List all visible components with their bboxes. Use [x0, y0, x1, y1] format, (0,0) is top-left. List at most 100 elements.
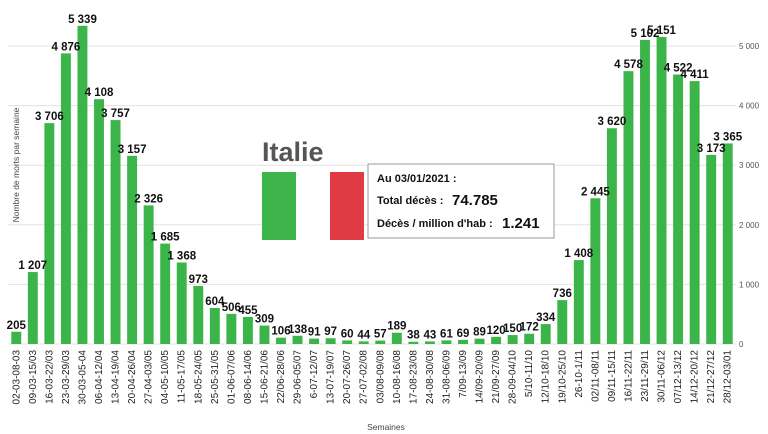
info-box: Au 03/01/2021 : Total décès : 74.785 Déc… — [367, 163, 555, 239]
data-label: 120 — [486, 325, 505, 337]
x-tick-label: 13-04-19/04 — [111, 350, 122, 404]
data-label: 3 706 — [35, 111, 64, 123]
info-total-label: Total décès : — [377, 195, 443, 207]
data-label: 3 173 — [697, 143, 726, 155]
data-label: 309 — [255, 314, 274, 326]
data-label: 106 — [271, 326, 290, 338]
flag-green-stripe — [262, 172, 296, 240]
x-tick-label: 30/11-06/12 — [657, 350, 668, 403]
x-tick-label: 19/10-25/10 — [557, 350, 568, 404]
x-tick-label: 08-06-14/06 — [243, 350, 254, 404]
bar — [424, 341, 435, 344]
bar — [309, 338, 320, 344]
bar — [507, 335, 518, 344]
x-tick-label: 27-04-03/05 — [144, 350, 155, 404]
bar — [143, 205, 154, 344]
bar — [77, 25, 88, 345]
x-axis-title: Semaines — [367, 422, 405, 432]
x-tick-label: 07/12-13/12 — [673, 350, 684, 404]
info-date: Au 03/01/2021 : — [377, 173, 457, 185]
x-tick-label: 29-06-05/07 — [293, 350, 304, 404]
x-tick-label: 14/09-20/09 — [475, 350, 486, 404]
x-tick-label: 02-03-08-03 — [11, 350, 22, 405]
bar — [540, 324, 551, 344]
x-tick-label: 28-09-04/10 — [508, 350, 519, 404]
data-label: 5 339 — [68, 14, 97, 26]
bar — [375, 340, 386, 344]
data-label: 736 — [553, 288, 572, 300]
x-tick-label: 09-03-15/03 — [28, 350, 39, 404]
data-label: 1 207 — [18, 260, 47, 272]
bar — [94, 99, 104, 344]
bar — [391, 332, 402, 344]
bar — [60, 53, 71, 344]
bar — [557, 300, 568, 344]
data-label: 4 411 — [681, 69, 710, 81]
bar — [325, 338, 336, 344]
bar — [689, 81, 700, 344]
data-label: 44 — [357, 329, 370, 341]
data-label: 4 108 — [85, 87, 114, 99]
x-tick-label: 24-08-30/08 — [425, 350, 436, 404]
data-label: 172 — [520, 322, 539, 334]
data-label: 61 — [440, 328, 453, 340]
x-tick-label: 17-08-23/08 — [408, 350, 419, 404]
data-label: 1 408 — [564, 248, 593, 260]
x-tick-label: 04-05-10/05 — [160, 350, 171, 404]
data-label: 1 368 — [167, 250, 196, 262]
bar — [623, 71, 634, 345]
data-label: 150 — [503, 323, 522, 335]
bar — [590, 198, 601, 344]
data-label: 5 151 — [647, 25, 676, 37]
info-box-frame — [367, 163, 555, 239]
x-tick-label: 6-07-12/07 — [309, 350, 320, 399]
x-tick-label: 7/09-13/09 — [458, 350, 469, 398]
bar — [27, 272, 38, 344]
bar — [44, 123, 55, 344]
data-label: 4 522 — [664, 62, 693, 74]
x-tick-label: 23-03-29/03 — [61, 350, 72, 404]
y-tick-label: 2 000 — [739, 221, 760, 230]
y-tick-label: 1 000 — [739, 280, 760, 289]
y-tick-label: 5 000 — [739, 42, 760, 51]
y-axis-title: Nombre de morts par semaine — [11, 107, 21, 222]
data-label: 5 102 — [631, 28, 660, 40]
x-tick-label: 27-07-02/08 — [359, 350, 370, 404]
x-tick-label: 12/10-18/10 — [541, 350, 552, 404]
bar — [573, 260, 584, 344]
data-label: 455 — [238, 305, 258, 317]
bar — [474, 338, 485, 344]
x-tick-label: 22/06-28/06 — [276, 350, 287, 404]
x-tick-label: 20-04-26/04 — [127, 350, 138, 404]
data-label: 4 578 — [614, 59, 643, 71]
data-label: 506 — [222, 302, 241, 314]
data-label: 138 — [288, 324, 308, 336]
bar — [193, 286, 204, 344]
x-tick-label: 11-05-17/05 — [177, 350, 188, 404]
bar — [458, 339, 468, 344]
data-label: 2 326 — [134, 193, 163, 205]
x-tick-label: 31-08-06/09 — [441, 350, 452, 404]
bar — [110, 120, 121, 345]
data-label: 4 876 — [52, 41, 81, 53]
bar — [226, 313, 237, 344]
data-label: 57 — [374, 329, 387, 341]
bar — [127, 155, 138, 344]
x-tick-label: 18-05-24/05 — [193, 350, 204, 404]
info-total-value: 74.785 — [452, 192, 498, 209]
bar — [491, 336, 502, 344]
x-tick-label: 06-04-12/04 — [94, 350, 105, 404]
data-label: 334 — [536, 312, 556, 324]
x-tick-label: 5/10-11/10 — [524, 350, 535, 398]
flag-red-stripe — [330, 172, 364, 240]
x-tick-label: 21/12-27/12 — [706, 350, 717, 404]
bar — [209, 308, 220, 344]
bar — [656, 37, 667, 345]
x-tick-label: 14/12-20/12 — [690, 350, 701, 404]
bar — [160, 243, 171, 344]
bar — [259, 325, 270, 344]
data-label: 3 365 — [713, 131, 742, 143]
data-label: 60 — [341, 328, 354, 340]
x-tick-label: 01-06-07/06 — [226, 350, 237, 404]
x-tick-label: 28/12-03/01 — [723, 350, 734, 404]
